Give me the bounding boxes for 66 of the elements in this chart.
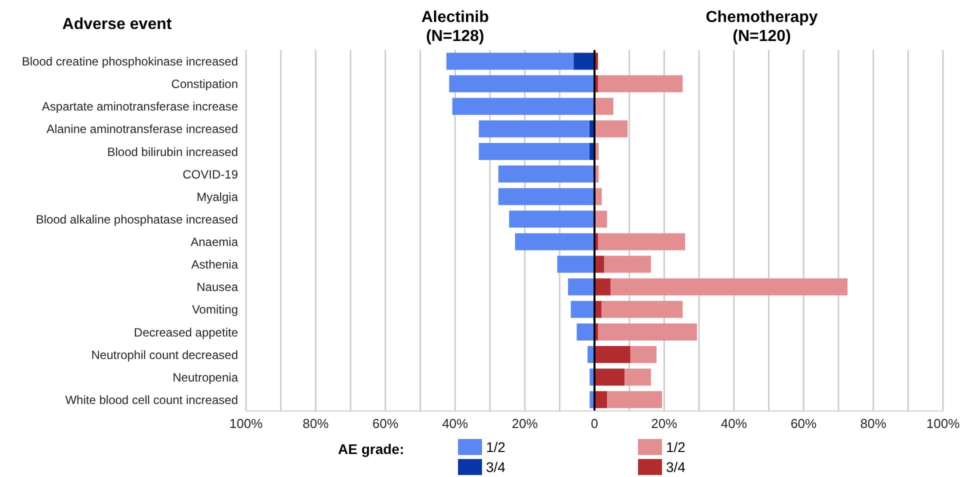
bar [498, 188, 594, 206]
bar [568, 278, 594, 296]
x-tick-label: 80% [860, 416, 887, 432]
bar [594, 98, 614, 115]
bar [601, 300, 683, 318]
y-tick-label: Anaemia [190, 235, 238, 250]
y-tick-label: Blood bilirubin increased [107, 144, 238, 159]
y-tick-label: Blood alkaline phosphatase increased [36, 212, 238, 226]
bar [594, 278, 611, 296]
y-tick-label: Vomiting [192, 302, 238, 317]
bar [515, 233, 594, 250]
y-tick-label: Alanine aminotransferase increased [46, 122, 238, 136]
y-tick-label: Neutrophil count decreased [91, 348, 238, 362]
x-tick-label: 40% [442, 416, 469, 432]
y-tick-label: Nausea [196, 280, 238, 294]
x-tick-label: 40% [720, 416, 748, 432]
y-axis-title: Adverse event [61, 16, 173, 34]
legend-label: 1/2 [486, 439, 506, 455]
legend-label: 3/4 [486, 459, 506, 475]
x-tick-label: 100% [229, 416, 264, 432]
y-tick-label: Constipation [171, 77, 238, 92]
legend-label: 3/4 [666, 459, 686, 475]
y-tick-label: Decreased appetite [134, 325, 238, 340]
y-tick-label: White blood cell count increased [65, 392, 238, 407]
x-tick-label: 20% [651, 416, 678, 432]
bar [624, 368, 651, 386]
text: Alectinib (N=128) [420, 8, 490, 46]
legend-title: AE grade: [338, 441, 406, 457]
y-tick-label: Aspartate aminotransferase increase [42, 100, 238, 114]
text: Chemotherapy (N=120) [704, 8, 819, 46]
y-tick-label: Asthenia [191, 258, 238, 272]
bar [478, 120, 590, 138]
y-tick-label: COVID-19 [182, 167, 238, 182]
bar [604, 256, 651, 273]
bar [452, 98, 594, 115]
bar [598, 323, 697, 340]
bar [449, 75, 594, 92]
x-tick-label: 60% [790, 416, 818, 432]
x-tick-label: 0 [590, 416, 598, 432]
bar [574, 52, 594, 70]
x-tick-label: 80% [302, 416, 330, 432]
bar [594, 368, 624, 386]
bar [498, 166, 594, 183]
bar [598, 75, 683, 92]
y-tick-label: Neutropenia [172, 370, 238, 384]
y-tick-label: Blood creatine phosphokinase increased [22, 54, 238, 69]
legend-label: 1/2 [666, 439, 686, 455]
bar [594, 256, 604, 273]
x-tick-label: 60% [372, 416, 399, 432]
bar [607, 391, 662, 408]
bar [594, 120, 628, 138]
x-tick-label: 20% [512, 416, 538, 432]
bar [509, 210, 594, 228]
bar [478, 142, 590, 160]
bar [576, 323, 594, 340]
x-tick-label: 100% [926, 416, 960, 432]
bar [594, 391, 608, 408]
bar [610, 278, 848, 296]
bar [594, 346, 630, 364]
bar [446, 52, 574, 70]
y-tick-label: Myalgia [196, 190, 238, 204]
bar [570, 300, 594, 318]
bar [594, 210, 608, 228]
bar [557, 256, 594, 273]
bar [598, 233, 686, 250]
bar [630, 346, 657, 364]
